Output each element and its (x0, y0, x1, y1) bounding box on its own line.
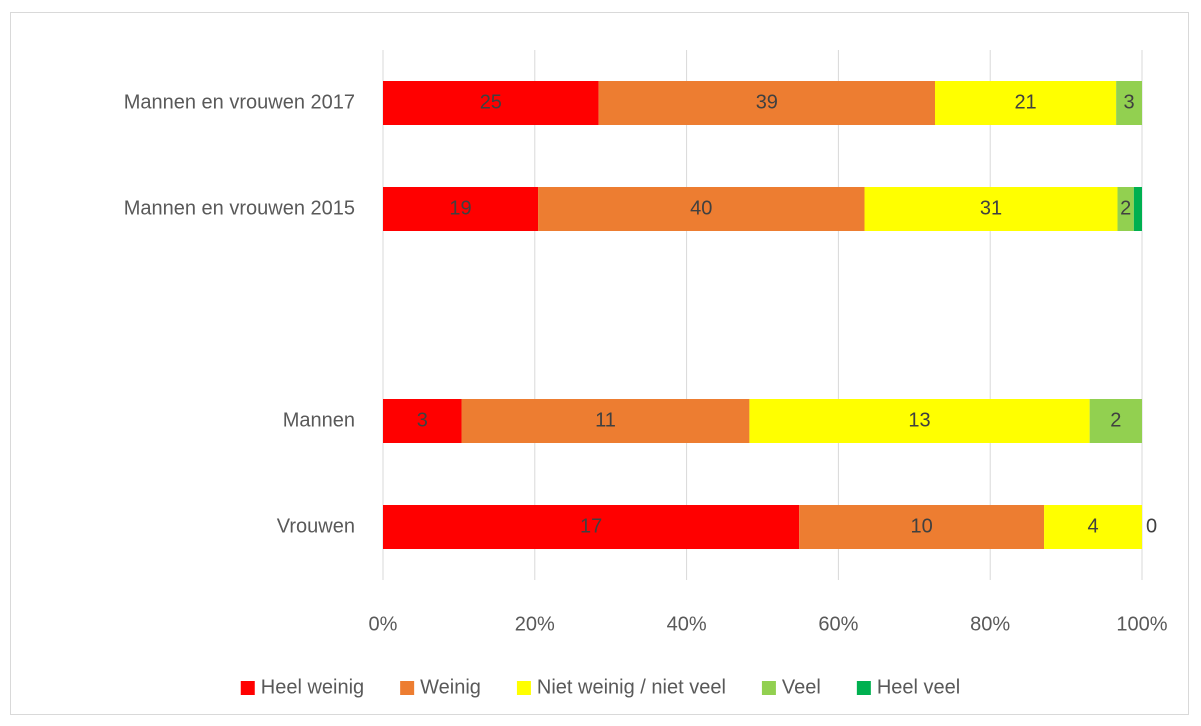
bar-segment (935, 81, 1117, 125)
x-tick-label: 100% (1116, 613, 1167, 635)
legend-swatch (761, 681, 776, 695)
legend-swatch (856, 681, 871, 695)
legend-swatch (240, 681, 255, 695)
bar-segment (383, 399, 462, 443)
data-label: 2 (1120, 197, 1131, 219)
data-label: 19 (449, 197, 471, 219)
bar-segment (1044, 505, 1142, 549)
legend-label: Heel veel (877, 676, 960, 698)
data-label: 39 (756, 91, 778, 113)
data-label: 2 (1110, 409, 1121, 431)
chart-border (10, 12, 1189, 715)
bar-segment (864, 187, 1118, 231)
data-label: 11 (595, 409, 616, 431)
bar-segment (383, 505, 800, 549)
x-tick-label: 0% (369, 613, 398, 635)
x-tick-label: 20% (515, 613, 555, 635)
y-tick-label: Mannen (283, 409, 355, 431)
data-label: 13 (908, 409, 930, 431)
data-label: 17 (580, 515, 602, 537)
x-tick-label: 80% (970, 613, 1010, 635)
y-tick-label: Mannen en vrouwen 2017 (124, 91, 355, 113)
bar-segment (383, 81, 599, 125)
bar-segment (1133, 187, 1142, 231)
legend-label: Niet weinig / niet veel (537, 676, 726, 698)
bar-segment (1116, 81, 1142, 125)
data-label: 21 (1014, 91, 1036, 113)
bar-segment (598, 81, 935, 125)
bar-segment (749, 399, 1090, 443)
data-label: 3 (417, 409, 428, 431)
legend-swatch (516, 681, 531, 695)
y-tick-label: Mannen en vrouwen 2015 (124, 197, 355, 219)
bar-segment (1117, 187, 1134, 231)
legend-swatch (400, 681, 415, 695)
y-tick-label: Vrouwen (277, 515, 355, 537)
legend-label: Heel weinig (261, 676, 364, 698)
bar-segment (383, 187, 539, 231)
data-label: 31 (980, 197, 1002, 219)
bar-segment (538, 187, 865, 231)
data-label: 10 (911, 515, 933, 537)
data-label: 25 (480, 91, 502, 113)
legend-label: Weinig (420, 676, 481, 698)
data-label: 3 (1124, 91, 1135, 113)
legend-label: Veel (782, 676, 821, 698)
bar-segment (461, 399, 750, 443)
x-tick-label: 60% (818, 613, 858, 635)
bar-segment (799, 505, 1045, 549)
data-label: 40 (690, 197, 712, 219)
x-tick-label: 40% (667, 613, 707, 635)
data-label: 0 (1146, 515, 1157, 537)
data-label: 4 (1087, 515, 1098, 537)
bar-segment (1089, 399, 1142, 443)
